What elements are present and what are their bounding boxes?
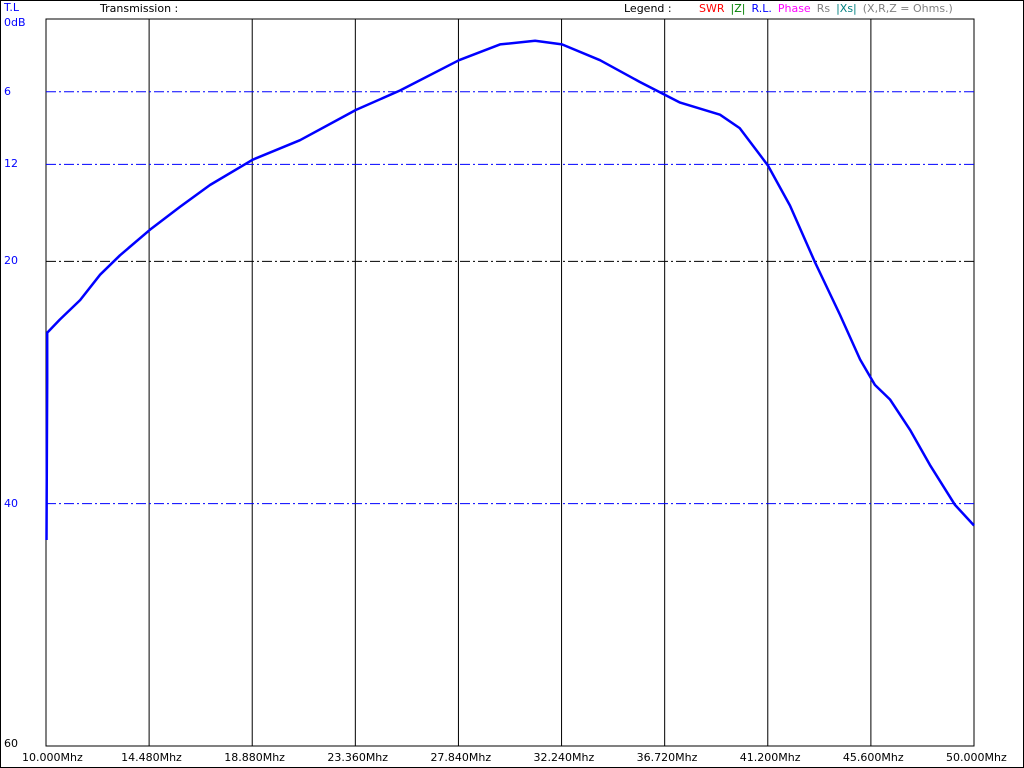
x-tick-label: 50.000Mhz — [946, 751, 1007, 764]
chart-title: Transmission : — [100, 2, 179, 15]
y-tick-label: 12 — [4, 157, 18, 171]
x-tick-label: 27.840Mhz — [430, 751, 492, 764]
y-unit-label: T.L — [4, 1, 20, 14]
legend-item: R.L. — [751, 2, 772, 15]
x-tick-label: 10.000Mhz — [22, 751, 83, 764]
x-tick-label: 36.720Mhz — [636, 751, 698, 764]
x-tick-label: 32.240Mhz — [533, 751, 595, 764]
x-tick-label: 23.360Mhz — [327, 751, 389, 764]
y-tick-label: 0dB — [4, 16, 26, 29]
legend-item: |Xs| — [836, 2, 857, 15]
x-tick-label: 14.480Mhz — [121, 751, 182, 764]
y-tick-label: 60 — [4, 737, 18, 750]
legend-item: |Z| — [730, 2, 746, 15]
legend-item: Phase — [777, 2, 811, 15]
x-tick-label: 41.200Mhz — [739, 751, 801, 764]
x-tick-label: 45.600Mhz — [842, 751, 904, 764]
legend-item: (X,R,Z = Ohms.) — [862, 2, 953, 15]
transmission-curve — [45, 39, 975, 541]
y-tick-label: 40 — [4, 496, 18, 510]
plot-border — [45, 18, 975, 747]
legend-item: Rs — [816, 2, 831, 15]
legend-item: SWR — [699, 2, 725, 15]
y-tick-label: 20 — [4, 254, 18, 268]
legend-label: Legend : — [624, 2, 672, 15]
y-tick-label: 6 — [4, 84, 11, 98]
legend: SWR |Z| R.L. Phase Rs |Xs| (X,R,Z = Ohms.) — [699, 3, 959, 15]
x-tick-label: 18.880Mhz — [224, 751, 285, 764]
